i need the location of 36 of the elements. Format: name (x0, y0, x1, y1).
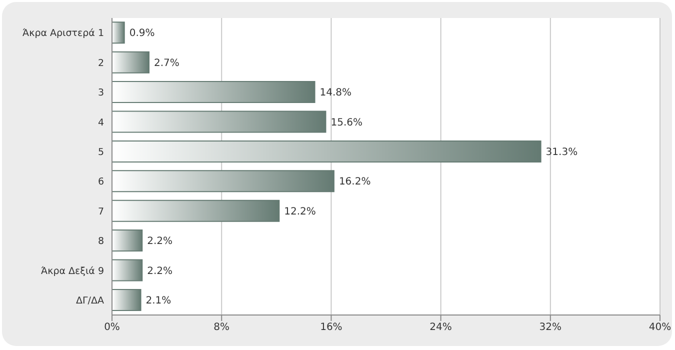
data-label: 12.2% (284, 206, 316, 218)
y-tick-label: 2 (98, 58, 104, 69)
data-label: 2.2% (147, 236, 173, 248)
bar (112, 288, 142, 311)
bar (112, 259, 143, 282)
x-tick-label: 40% (648, 322, 672, 334)
y-tick-label: Άκρα Δεξιά 9 (41, 266, 104, 277)
y-tick-label: ΔΓ/ΔΑ (76, 296, 104, 307)
y-tick-label: Άκρα Αριστερά 1 (22, 28, 104, 40)
bar (112, 51, 150, 74)
x-tick-label: 16% (320, 322, 342, 334)
y-tick-label: 5 (98, 147, 104, 158)
data-label: 2.2% (147, 266, 173, 277)
y-tick-label: 7 (98, 206, 104, 218)
y-tick-label: 6 (98, 176, 104, 188)
x-tick-label: 0% (104, 322, 120, 334)
y-tick-label: 3 (98, 88, 104, 99)
bar (112, 110, 326, 133)
x-tick-label: 8% (214, 322, 230, 334)
bar (112, 230, 143, 252)
data-label: 14.8% (320, 88, 352, 99)
data-label: 0.9% (129, 28, 155, 40)
bar (112, 140, 542, 162)
bar (112, 200, 280, 222)
data-label: 16.2% (338, 176, 371, 188)
data-label: 2.1% (146, 296, 172, 307)
x-tick-label: 32% (539, 322, 562, 334)
data-label: 15.6% (330, 117, 362, 128)
x-tick-label: 24% (430, 322, 452, 334)
bar (112, 22, 125, 44)
bar (112, 81, 316, 104)
y-tick-label: 8 (98, 236, 104, 248)
data-label: 2.7% (154, 58, 180, 69)
bar (112, 170, 334, 192)
data-label: 31.3% (546, 147, 578, 158)
y-tick-label: 4 (98, 117, 104, 128)
